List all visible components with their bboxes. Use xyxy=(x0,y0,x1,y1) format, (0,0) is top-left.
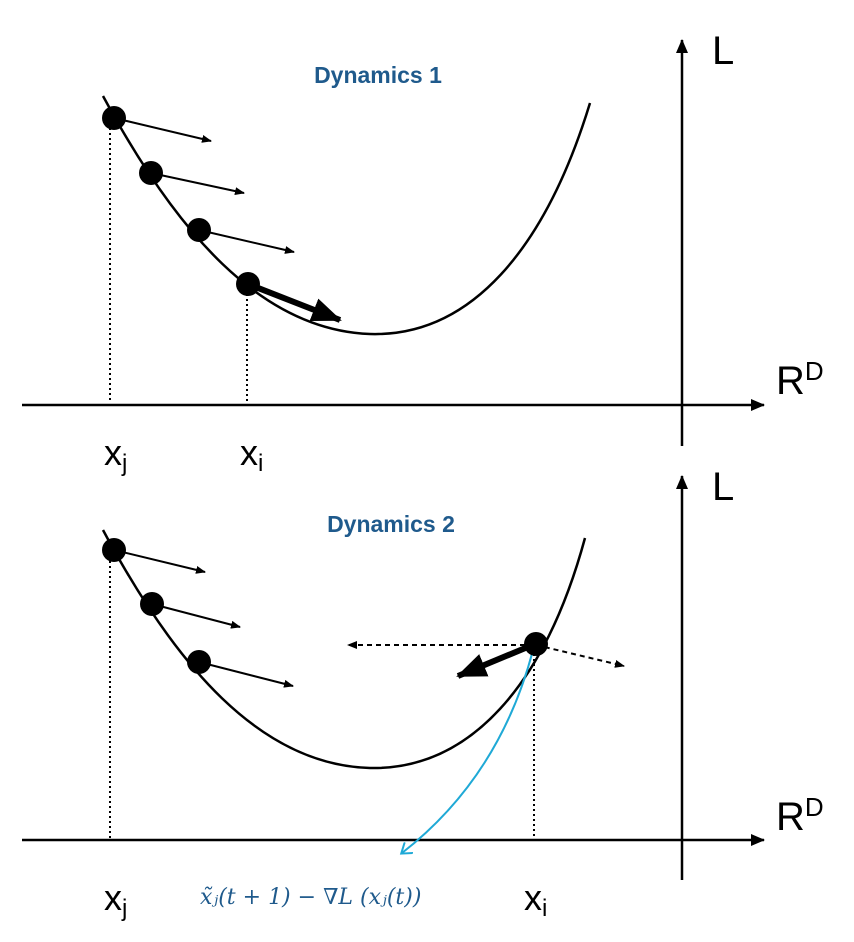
panel2-xi-label: xi xyxy=(524,877,547,922)
panel2-y-axis-label: L xyxy=(712,465,734,509)
panel-dynamics-1: Dynamics 1 L RD xj xi xyxy=(22,29,824,477)
panel1-point-2 xyxy=(139,161,163,185)
panel2-momentum-arrow-2 xyxy=(151,603,241,629)
panel1-y-axis-label: L xyxy=(712,29,734,73)
panel2-gradient-path-arrow xyxy=(402,649,534,853)
panel1-update-arrow-bold xyxy=(246,281,342,323)
panel1-point-xi xyxy=(236,272,260,296)
panel2-update-formula: x̃ⱼ(t + 1) − ∇L (xⱼ(t)) xyxy=(200,885,421,910)
panel1-title: Dynamics 1 xyxy=(314,62,442,88)
panel2-dashed-arrow-right xyxy=(535,644,625,668)
panel-dynamics-2: Dynamics 2 L RD xj x xyxy=(22,465,824,922)
panel1-loss-curve xyxy=(101,95,592,336)
panel2-momentum-arrow-1 xyxy=(113,549,206,574)
panel2-point-3 xyxy=(187,650,211,674)
panel1-point-xj xyxy=(102,106,126,130)
panel1-xi-label: xi xyxy=(240,432,263,477)
panel1-momentum-arrow-2 xyxy=(150,172,245,196)
panel1-xj-label: xj xyxy=(104,432,127,477)
panel2-loss-curve xyxy=(101,529,587,770)
panel2-x-axis-label: RD xyxy=(776,792,824,839)
panel1-momentum-arrow-1 xyxy=(113,117,212,143)
panel2-point-xi xyxy=(524,632,548,656)
panel2-update-arrow-bold xyxy=(456,641,537,679)
panel1-momentum-arrow-3 xyxy=(198,229,295,254)
panel2-xj-label: xj xyxy=(104,877,127,922)
panel2-title: Dynamics 2 xyxy=(327,511,455,537)
panel1-x-axis-label: RD xyxy=(776,356,824,403)
panel2-momentum-arrow-3 xyxy=(198,661,294,688)
panel2-point-2 xyxy=(140,592,164,616)
panel1-point-3 xyxy=(187,218,211,242)
panel2-point-xj xyxy=(102,538,126,562)
